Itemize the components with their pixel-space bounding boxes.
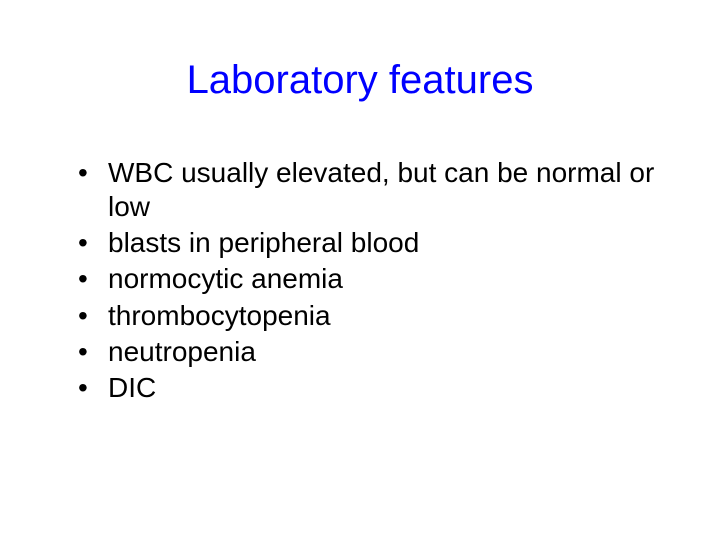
list-item: neutropenia [70, 335, 660, 369]
slide: Laboratory features WBC usually elevated… [0, 0, 720, 540]
list-item: normocytic anemia [70, 262, 660, 296]
list-item: thrombocytopenia [70, 299, 660, 333]
list-item: WBC usually elevated, but can be normal … [70, 156, 660, 224]
list-item: DIC [70, 371, 660, 405]
slide-title: Laboratory features [0, 58, 720, 103]
bullet-list: WBC usually elevated, but can be normal … [70, 156, 660, 405]
list-item: blasts in peripheral blood [70, 226, 660, 260]
slide-body: WBC usually elevated, but can be normal … [70, 156, 660, 407]
